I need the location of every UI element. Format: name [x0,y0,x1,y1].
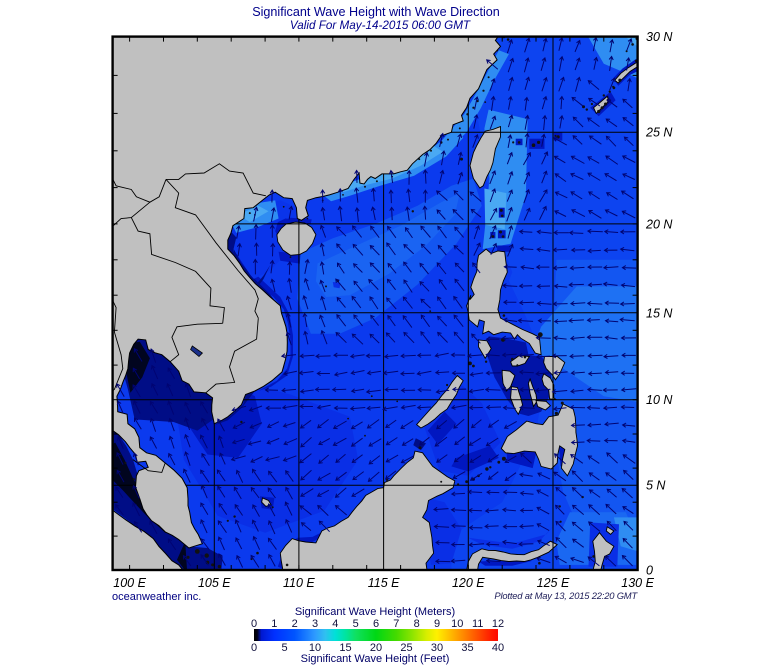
svg-text:10: 10 [451,618,463,630]
svg-text:2: 2 [292,618,298,630]
svg-text:7: 7 [393,618,399,630]
svg-text:9: 9 [434,618,440,630]
svg-text:20: 20 [370,642,382,654]
svg-text:10: 10 [309,642,321,654]
svg-text:105 E: 105 E [198,576,231,590]
svg-text:35: 35 [461,642,473,654]
svg-text:0: 0 [646,564,653,578]
svg-text:3: 3 [312,618,318,630]
svg-text:Plotted at May 13, 2015 22:20: Plotted at May 13, 2015 22:20 GMT [494,590,638,601]
svg-text:120 E: 120 E [452,576,485,590]
svg-text:10 N: 10 N [646,393,673,407]
svg-text:5: 5 [353,618,359,630]
svg-text:5: 5 [281,642,287,654]
svg-text:5 N: 5 N [646,479,666,493]
svg-text:4: 4 [332,618,338,630]
svg-text:Significant Wave Height (Feet): Significant Wave Height (Feet) [301,653,450,665]
svg-text:6: 6 [373,618,379,630]
svg-text:Valid For May-14-2015 06:00 GM: Valid For May-14-2015 06:00 GMT [290,19,471,32]
svg-text:Significant Wave Height (Meter: Significant Wave Height (Meters) [295,606,455,618]
svg-text:20 N: 20 N [645,217,673,231]
svg-text:25: 25 [400,642,412,654]
svg-text:100 E: 100 E [113,576,146,590]
svg-text:oceanweather inc.: oceanweather inc. [112,591,201,603]
svg-text:Significant Wave Height with W: Significant Wave Height with Wave Direct… [252,5,500,19]
svg-text:0: 0 [251,642,257,654]
svg-text:1: 1 [271,618,277,630]
svg-text:8: 8 [414,618,420,630]
svg-text:15: 15 [339,642,351,654]
svg-text:110 E: 110 E [283,576,315,590]
svg-text:40: 40 [492,642,504,654]
svg-text:12: 12 [492,618,504,630]
svg-text:130 E: 130 E [621,576,654,590]
svg-text:125 E: 125 E [537,576,570,590]
svg-text:115 E: 115 E [368,576,400,590]
svg-text:0: 0 [251,618,257,630]
svg-text:30 N: 30 N [646,30,673,44]
svg-text:30: 30 [431,642,443,654]
svg-text:25 N: 25 N [645,126,673,140]
svg-text:15 N: 15 N [646,306,673,320]
svg-text:11: 11 [472,618,483,630]
